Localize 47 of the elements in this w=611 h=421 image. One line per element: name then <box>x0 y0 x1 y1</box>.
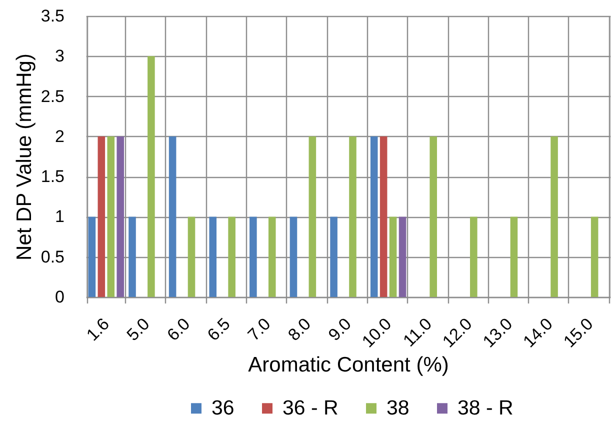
bar <box>98 136 106 297</box>
legend-label: 36 <box>212 396 234 420</box>
legend-label: 36 - R <box>282 396 338 420</box>
bar <box>398 216 406 297</box>
bar <box>88 216 96 297</box>
y-axis-title: Net DP Value (mmHg) <box>12 54 36 260</box>
legend-label: 38 - R <box>458 396 514 420</box>
bar <box>590 216 598 297</box>
bar <box>148 56 155 297</box>
bar <box>308 136 316 297</box>
bar <box>380 136 388 297</box>
bar <box>168 136 176 297</box>
bar <box>370 136 378 297</box>
bar <box>188 216 196 297</box>
bar <box>389 216 397 297</box>
y-tick-label: 2 <box>55 126 64 146</box>
x-tick-label: 6.5 <box>204 314 234 345</box>
x-tick-label: 8.0 <box>284 314 315 345</box>
y-tick-label: 0 <box>55 288 64 306</box>
bar <box>250 216 257 297</box>
x-tick-label: 9.0 <box>324 314 355 345</box>
bar <box>430 136 437 297</box>
x-tick-label: 7.0 <box>244 314 274 345</box>
bar <box>107 136 115 297</box>
bar <box>349 136 356 297</box>
bar <box>228 216 236 297</box>
legend-label: 38 <box>386 396 410 420</box>
bar <box>116 136 124 297</box>
x-tick-label: 1.6 <box>82 314 114 345</box>
x-axis-title: Aromatic Content (%) <box>248 354 449 377</box>
bar <box>209 216 217 297</box>
bar <box>330 216 338 297</box>
bar <box>510 216 518 297</box>
y-tick-label: 1 <box>55 207 64 226</box>
x-tick-label: 6.0 <box>163 314 194 345</box>
x-tick-label: 11.0 <box>400 314 436 350</box>
y-tick-label: 1.5 <box>40 167 64 186</box>
bar <box>550 136 558 297</box>
y-tick-label: 3.5 <box>40 6 64 26</box>
bar <box>128 216 136 297</box>
x-tick-label: 5.0 <box>123 314 154 345</box>
y-tick-label: 2.5 <box>40 86 64 106</box>
bar <box>290 216 298 297</box>
bar <box>470 216 478 297</box>
bar <box>268 216 276 297</box>
y-tick-label: 0.5 <box>40 247 64 266</box>
y-tick-label: 3 <box>55 46 64 66</box>
